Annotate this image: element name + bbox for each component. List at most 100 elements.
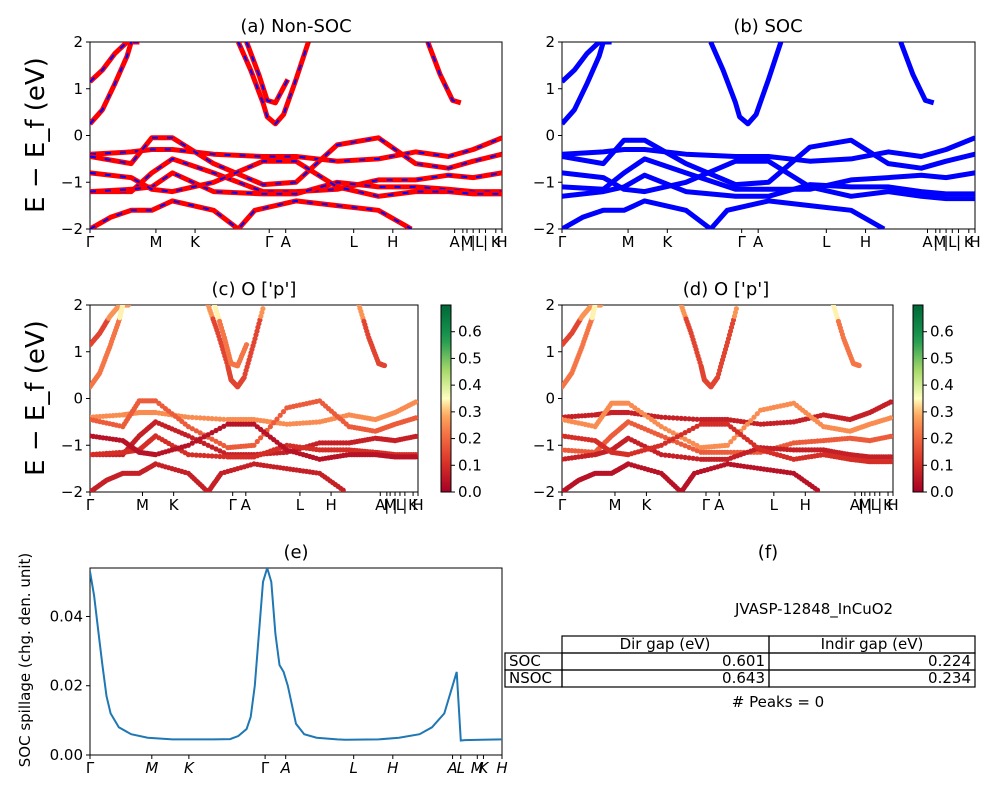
k-path-label: Γ <box>86 233 95 251</box>
table-header-indir: Indir gap (eV) <box>821 635 924 653</box>
k-path-label: H <box>496 759 507 777</box>
projected-band-point <box>217 453 223 460</box>
projected-band-point <box>682 436 688 442</box>
y-tick-label: −2 <box>533 483 555 501</box>
projected-band-point <box>682 443 688 449</box>
projected-band-point <box>686 455 692 461</box>
k-path-label: H <box>387 759 398 777</box>
table-header-dir: Dir gap (eV) <box>620 635 711 653</box>
k-path-label: K <box>184 759 195 777</box>
k-path-label: Γ <box>737 233 746 251</box>
k-path-label: L <box>822 233 831 251</box>
projected-band-point <box>690 440 696 446</box>
projected-band-point <box>213 453 219 459</box>
spillage-ylabel: SOC spillage (chg. den. unit) <box>16 553 34 768</box>
projected-band-point <box>674 439 680 445</box>
projected-band-point <box>662 440 668 446</box>
projected-band-point <box>690 425 696 431</box>
band-line-soc <box>562 135 975 164</box>
band-line-soc <box>562 137 975 188</box>
band-ylabel-mid: E − E_f (eV) <box>21 320 51 476</box>
projected-band-point <box>658 433 664 439</box>
projected-band-point <box>185 424 191 430</box>
k-path-label: | <box>956 233 961 251</box>
k-path-label: L <box>475 233 484 251</box>
panel-b-title: (b) SOC <box>733 16 802 37</box>
band-line-dash <box>90 136 502 186</box>
projected-band-point <box>670 415 676 421</box>
projected-band-point <box>209 436 215 442</box>
k-path-label: | <box>460 233 465 251</box>
k-path-label: L <box>396 496 405 514</box>
projected-band-point <box>694 423 700 429</box>
projected-band-point <box>189 426 195 432</box>
k-path-label: Γ <box>86 496 95 514</box>
projected-band-point <box>888 399 893 405</box>
projected-band-point <box>260 306 266 312</box>
projected-band-point <box>213 416 219 422</box>
projected-band-point <box>666 428 672 434</box>
projected-band-point <box>197 430 203 436</box>
projected-band-point <box>201 434 207 440</box>
projected-band-point <box>686 438 692 444</box>
spillage-line <box>90 568 502 742</box>
k-path-label: H <box>860 233 871 251</box>
projected-band-point <box>690 446 696 452</box>
projected-band-point <box>193 415 199 421</box>
projected-band-point <box>748 418 754 424</box>
y-tick-label: 0 <box>545 127 555 145</box>
projected-band-point <box>251 442 257 448</box>
k-path-label: A <box>375 496 386 514</box>
plot-frame <box>89 567 503 756</box>
projected-band-point <box>217 448 223 454</box>
projected-band-point <box>413 433 418 439</box>
projected-band-point <box>662 452 668 458</box>
projected-band-point <box>690 455 696 461</box>
y-tick-label: 0.04 <box>50 607 83 625</box>
k-path-label: M <box>145 759 158 777</box>
y-tick-label: 1 <box>545 343 555 361</box>
k-path-label: | <box>402 496 407 514</box>
projected-band-point <box>741 425 747 431</box>
k-path-label: L <box>457 759 465 777</box>
projected-band-point <box>205 432 211 438</box>
projected-band-plot-c: 210−1−2Γ M K Γ A L H A|M|L| KH <box>61 296 424 514</box>
projected-band-point <box>724 442 731 448</box>
projected-band-point <box>243 342 250 348</box>
spillage-plot: 0.000.020.04Γ M K Γ A L H AL MK H <box>50 567 508 777</box>
projected-band-point <box>678 432 684 438</box>
k-path-label: H <box>387 233 398 251</box>
projected-band-point <box>888 415 893 421</box>
colorbar-tick-label: 0.2 <box>930 430 954 448</box>
projected-band-point <box>213 427 219 434</box>
projected-band-point <box>744 421 751 427</box>
k-path-label: K <box>491 233 502 251</box>
k-path-label: H <box>412 496 423 514</box>
y-tick-label: 0.02 <box>50 677 83 695</box>
projected-band-point <box>185 433 191 439</box>
projected-band-point <box>413 454 418 460</box>
projected-band-point <box>209 416 215 422</box>
projected-band-point <box>413 399 418 405</box>
projected-band-point <box>205 415 211 421</box>
projected-band-point <box>731 435 737 441</box>
y-tick-label: 1 <box>73 80 83 98</box>
k-path-label: A <box>446 759 457 777</box>
k-path-label: K <box>169 496 180 514</box>
colorbar-gradient <box>440 304 452 493</box>
projected-band-point <box>189 452 195 458</box>
k-path-label: M <box>608 496 621 514</box>
projected-band-point <box>682 430 688 436</box>
k-path-label: | <box>483 233 488 251</box>
projected-band-point <box>888 459 893 465</box>
band-line-soc <box>898 42 935 106</box>
projected-band-point <box>678 441 684 447</box>
projected-band-point <box>413 415 418 421</box>
colorbar-tick-label: 0.1 <box>930 456 954 474</box>
colorbar-tick-label: 0.4 <box>458 376 482 394</box>
colorbar-tick-label: 0.5 <box>458 349 482 367</box>
projected-band-point <box>751 414 757 420</box>
panel-a-title: (a) Non-SOC <box>240 16 351 37</box>
band-line-nonsoc <box>90 42 140 84</box>
k-path-label: K <box>964 233 975 251</box>
